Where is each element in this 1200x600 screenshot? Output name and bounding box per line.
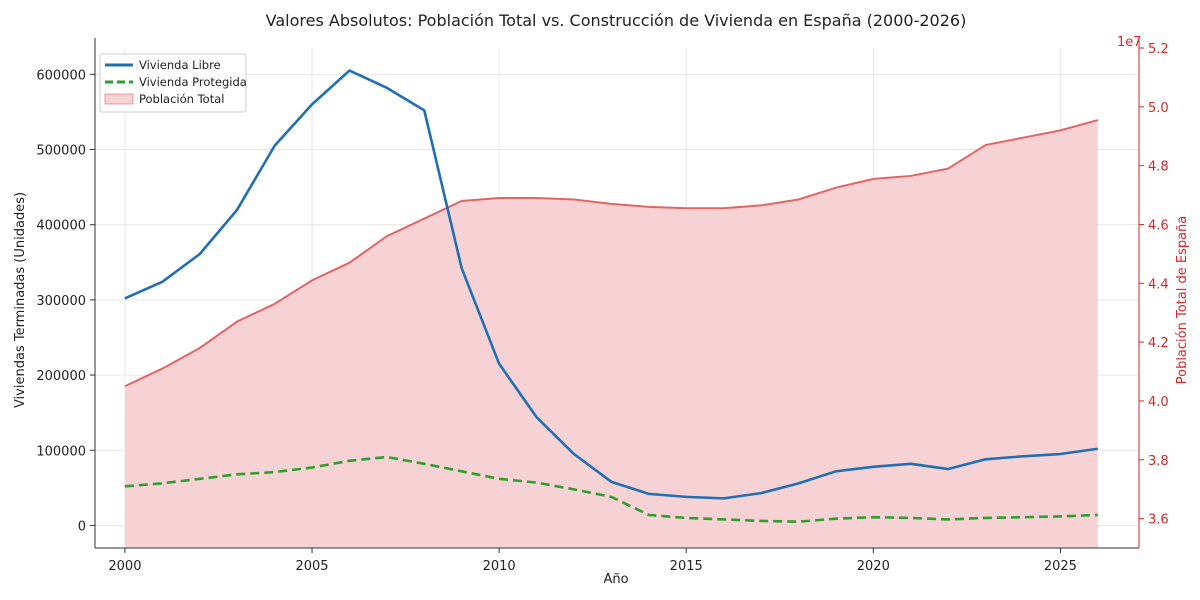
y2-offset-label: 1e7	[1117, 35, 1142, 50]
population-fill	[124, 120, 1098, 548]
legend: Vivienda Libre Vivienda Protegida Poblac…	[99, 53, 247, 113]
population-area	[124, 119, 1099, 548]
y-tick-label: 600000	[36, 68, 86, 83]
y-tick-label: 100000	[36, 444, 86, 459]
x-tick-label: 2020	[857, 559, 890, 574]
legend-label-vivienda-libre: Vivienda Libre	[139, 58, 221, 72]
x-tick-label: 2025	[1044, 559, 1077, 574]
y2-tick-label: 4.4	[1148, 277, 1169, 292]
y2-tick-label: 3.6	[1148, 513, 1169, 528]
y-tick-label: 400000	[36, 219, 86, 234]
legend-label-poblacion-total: Población Total	[139, 92, 224, 106]
y-tick-label: 0	[78, 519, 86, 534]
y2-tick-label: 4.2	[1148, 336, 1169, 351]
x-tick-label: 2010	[483, 559, 516, 574]
legend-label-vivienda-protegida: Vivienda Protegida	[139, 75, 247, 89]
y2-axis-label: Población Total de España	[1175, 216, 1190, 385]
y-tick-label: 200000	[36, 369, 86, 384]
series-line-vivienda-protegida	[124, 455, 1098, 523]
y2-tick-label: 5.0	[1148, 101, 1169, 116]
y2-axis-ticks: 3.6 3.8 4.0 4.2 4.4 4.6 4.8 5.0 5.2	[1139, 42, 1169, 528]
legend-box	[99, 53, 247, 113]
y-axis-ticks: 0 100000 200000 300000 400000 500000 600000	[36, 68, 95, 534]
y-axis-label: Viviendas Terminadas (Unidades)	[13, 192, 28, 408]
chart-title: Valores Absolutos: Población Total vs. C…	[266, 11, 967, 30]
x-axis-ticks: 2000 2005 2010 2015 2020 2025	[108, 548, 1077, 574]
y2-tick-label: 3.8	[1148, 454, 1169, 469]
y2-tick-label: 5.2	[1148, 42, 1169, 57]
series-line-vivienda-libre	[124, 69, 1099, 500]
axes	[94, 38, 1140, 549]
y2-tick-label: 4.6	[1148, 218, 1169, 233]
x-axis-label: Año	[603, 572, 628, 587]
series-lines	[124, 69, 1099, 523]
x-tick-label: 2015	[670, 559, 703, 574]
y2-tick-label: 4.0	[1148, 395, 1169, 410]
x-tick-label: 2000	[108, 559, 141, 574]
y2-tick-label: 4.8	[1148, 160, 1169, 175]
legend-swatch-poblacion-total	[104, 93, 134, 105]
x-tick-label: 2005	[295, 559, 328, 574]
series-line-poblacion-total	[124, 119, 1099, 388]
y-tick-label: 500000	[36, 144, 86, 159]
y-tick-label: 300000	[36, 294, 86, 309]
